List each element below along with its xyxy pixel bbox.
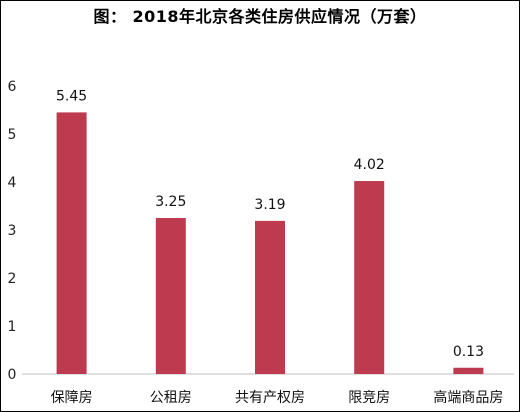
bar-value-label: 3.19	[254, 197, 285, 213]
chart-title: 图： 2018年北京各类住房供应情况（万套）	[93, 7, 427, 26]
bar-value-label: 4.02	[354, 157, 385, 173]
y-tick-label: 4	[8, 175, 17, 191]
bar-value-label: 3.25	[155, 194, 186, 210]
y-tick-label: 5	[8, 127, 17, 143]
y-tick-label: 1	[8, 319, 17, 335]
x-category-label: 限竞房	[348, 389, 390, 406]
x-category-label: 高端商品房	[433, 389, 503, 406]
bar	[255, 220, 285, 374]
bar	[155, 218, 186, 374]
bar	[453, 367, 484, 374]
x-category-label: 公租房	[150, 390, 192, 406]
y-tick-label: 0	[8, 367, 17, 383]
x-category-label: 保障房	[51, 390, 93, 406]
bar-value-label: 0.13	[453, 344, 484, 360]
y-tick-label: 6	[8, 79, 17, 95]
y-tick-label: 3	[8, 223, 17, 239]
x-category-label: 共有产权房	[235, 390, 305, 406]
bar-value-label: 5.45	[56, 88, 87, 104]
y-tick-label: 2	[8, 271, 17, 287]
bar	[354, 181, 385, 374]
bar	[56, 112, 87, 375]
